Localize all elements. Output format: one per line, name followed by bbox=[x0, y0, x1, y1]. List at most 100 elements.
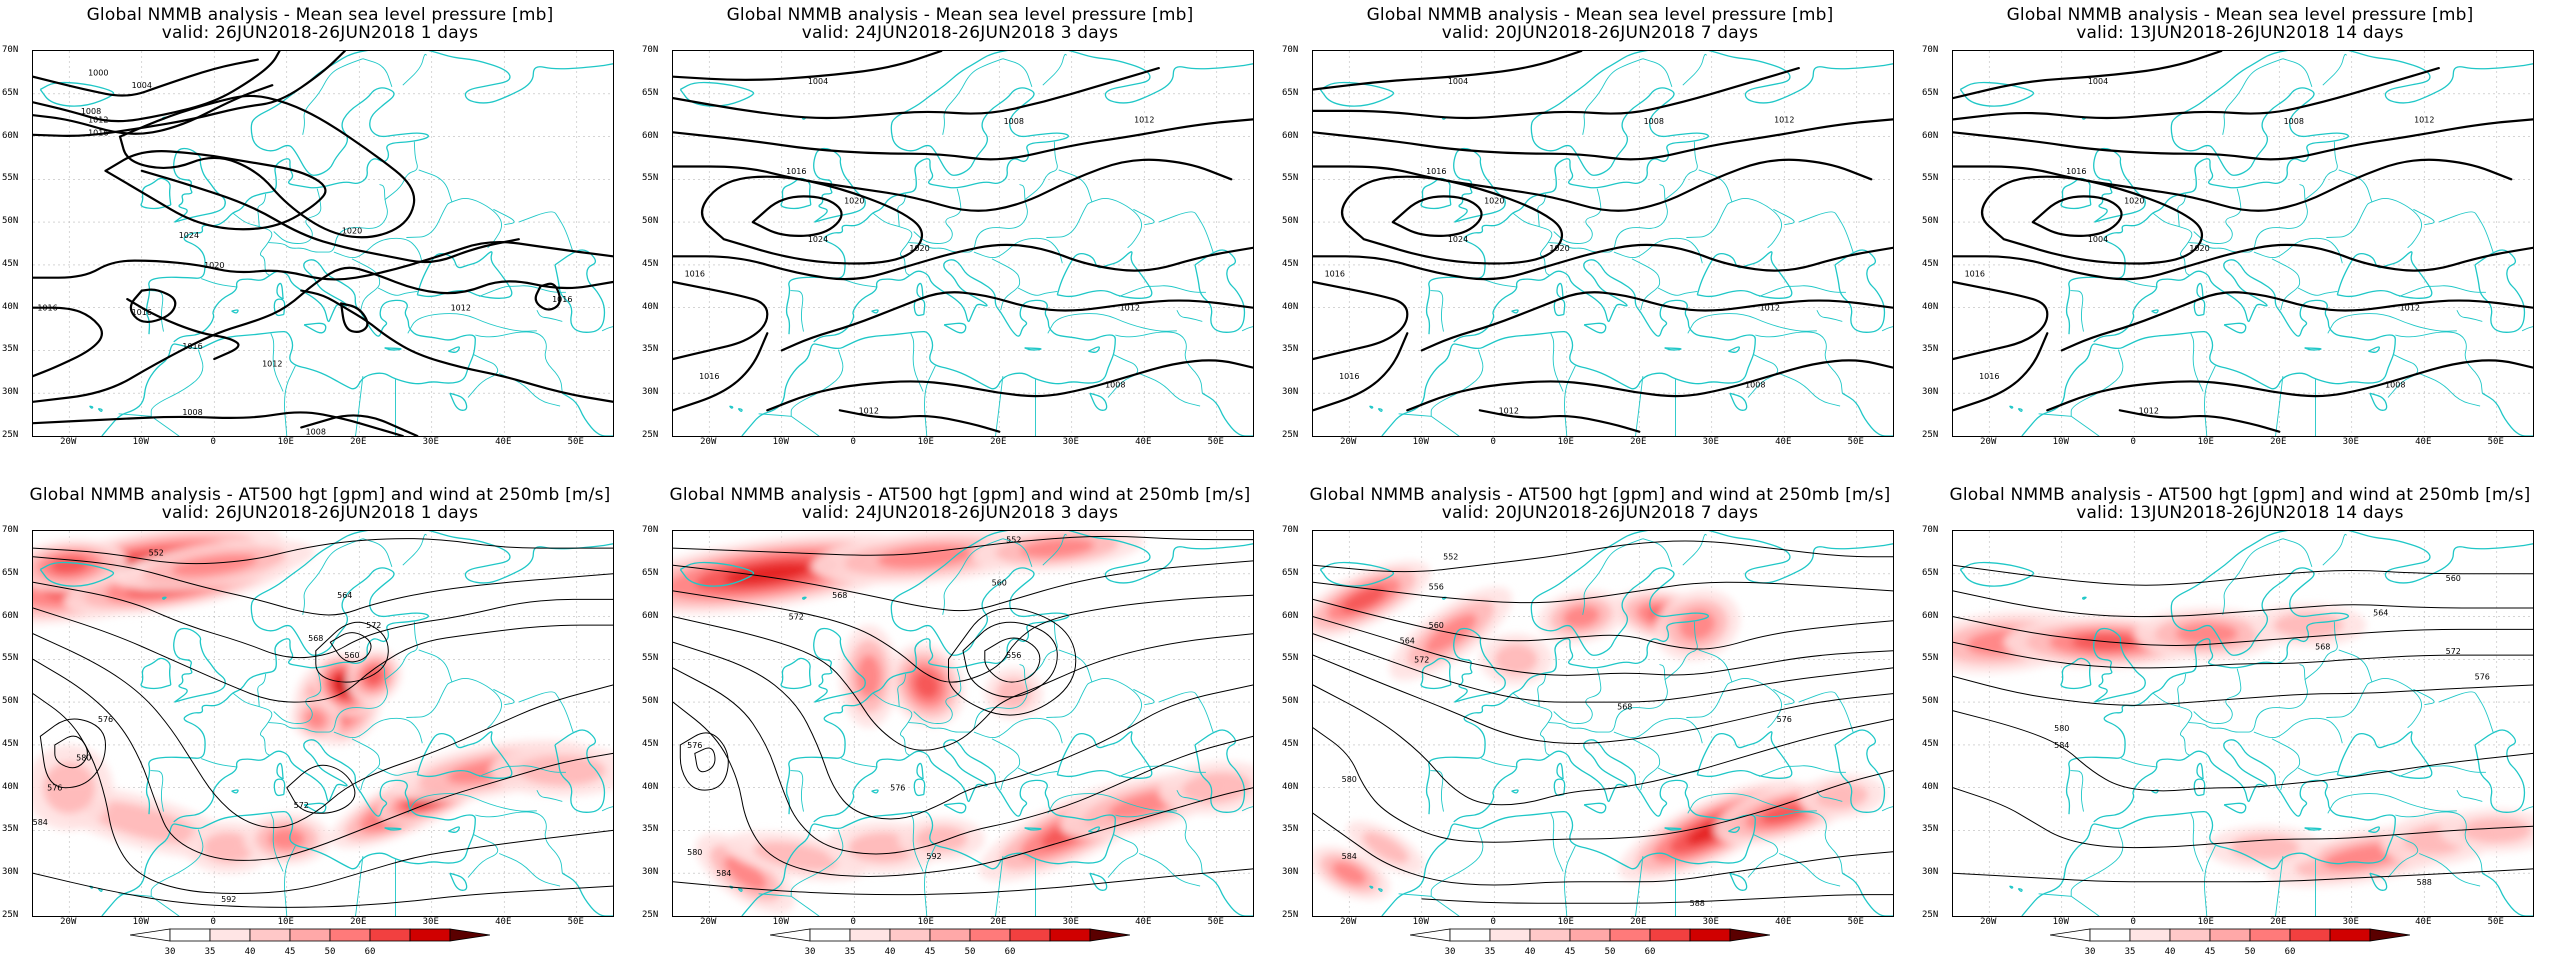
lon-tick-label: 10E bbox=[1557, 437, 1574, 447]
coastline bbox=[871, 789, 879, 794]
isobar bbox=[1953, 243, 2533, 281]
contour-label: 576 bbox=[1777, 715, 1792, 724]
country-border bbox=[475, 331, 563, 394]
country-border bbox=[913, 668, 962, 724]
panel-valid-range: valid: 13JUN2018-26JUN2018 14 days bbox=[2076, 23, 2404, 43]
coastline bbox=[2223, 802, 2247, 814]
lat-tick-label: 30N bbox=[1282, 387, 1299, 398]
country-border bbox=[1107, 354, 1139, 398]
colorbar-tick-label: 60 bbox=[364, 947, 376, 957]
coastline bbox=[97, 407, 103, 412]
lat-tick-label: 60N bbox=[1922, 130, 1939, 141]
lat-tick-label: 35N bbox=[1922, 824, 1939, 835]
colorbar-tick-label: 40 bbox=[884, 947, 896, 957]
country-border bbox=[1631, 738, 1661, 791]
isobars: 1004 1008 1012 1016 1020 1004 1020 1016 1012 1008… bbox=[1953, 51, 2533, 433]
height-contour bbox=[1953, 710, 2533, 792]
lon-tick-label: 30E bbox=[2342, 917, 2359, 927]
lat-tick-label: 30N bbox=[642, 867, 659, 878]
contour-label: 1008 bbox=[2385, 381, 2405, 390]
colorbar-tick-label: 50 bbox=[964, 947, 976, 957]
country-border bbox=[1758, 765, 1846, 777]
coastline bbox=[273, 778, 286, 797]
contour-label: 1004 bbox=[2088, 77, 2108, 86]
lon-tick-label: 10E bbox=[2197, 437, 2214, 447]
panel-title: Global NMMB analysis - Mean sea level pr… bbox=[86, 5, 554, 25]
height-contours: 552 556 560 564 568 572 576 580 584 588 bbox=[1313, 540, 1893, 908]
country-border bbox=[1398, 893, 1432, 897]
country-border bbox=[150, 895, 180, 916]
country-border bbox=[499, 853, 561, 887]
country-border bbox=[2413, 688, 2435, 706]
coastline bbox=[1728, 826, 1740, 833]
contour-label: 584 bbox=[716, 869, 731, 878]
panel-valid-range: valid: 24JUN2018-26JUN2018 3 days bbox=[801, 503, 1119, 523]
lat-tick-label: 55N bbox=[2, 653, 19, 664]
height-contour bbox=[1953, 641, 2533, 669]
jet-isotach bbox=[1760, 802, 1808, 824]
coastline bbox=[1729, 872, 1748, 891]
coastlines bbox=[39, 531, 613, 916]
height-contour bbox=[286, 764, 356, 814]
lat-tick-label: 30N bbox=[1922, 387, 1939, 398]
country-border bbox=[913, 188, 962, 244]
lon-tick-label: 10E bbox=[277, 437, 294, 447]
coastline bbox=[2009, 885, 2014, 889]
country-border bbox=[973, 717, 1063, 744]
panel-mslp-7: Global NMMB analysis - Mean sea level pr… bbox=[1280, 0, 1920, 480]
country-border bbox=[2419, 373, 2481, 407]
country-border bbox=[2152, 692, 2193, 756]
country-border bbox=[1537, 673, 1547, 707]
colorbar-tick-label: 50 bbox=[324, 947, 336, 957]
isobar bbox=[673, 118, 1253, 161]
country-border bbox=[270, 333, 284, 392]
panel-title: Global NMMB analysis - Mean sea level pr… bbox=[2006, 5, 2474, 25]
lat-tick-label: 50N bbox=[2, 216, 19, 227]
colorbar-swatch bbox=[2329, 928, 2371, 942]
height-contour bbox=[673, 641, 1253, 820]
contour-label: 580 bbox=[687, 848, 702, 857]
colorbar-tick-label: 50 bbox=[1604, 947, 1616, 957]
country-border bbox=[362, 58, 393, 88]
isobar bbox=[1313, 280, 1409, 361]
lat-tick-label: 65N bbox=[1282, 567, 1299, 578]
country-border bbox=[2338, 169, 2373, 203]
isobar bbox=[2118, 409, 2281, 433]
lat-tick-label: 40N bbox=[1922, 781, 1939, 792]
country-border bbox=[1635, 856, 1644, 916]
lon-tick-label: 30E bbox=[2342, 437, 2359, 447]
contour-label: 1016 bbox=[37, 304, 57, 313]
coastline bbox=[1834, 249, 1886, 333]
country-border bbox=[1798, 691, 1854, 733]
country-border bbox=[1046, 678, 1142, 729]
country-border bbox=[351, 258, 381, 311]
country-border bbox=[1158, 691, 1214, 733]
coastline bbox=[1377, 407, 1383, 412]
contour-label: 1016 bbox=[1426, 167, 1446, 176]
height-contour bbox=[1953, 616, 2533, 646]
coastline bbox=[554, 249, 606, 333]
country-border bbox=[406, 198, 502, 249]
lat-tick-label: 35N bbox=[1922, 344, 1939, 355]
coastline bbox=[303, 802, 327, 814]
coastline bbox=[2304, 827, 2322, 831]
country-border bbox=[150, 290, 164, 332]
contour-label: 576 bbox=[47, 784, 62, 793]
isobar bbox=[1980, 175, 2204, 265]
panel-valid-range: valid: 13JUN2018-26JUN2018 14 days bbox=[2076, 503, 2404, 523]
lon-tick-label: 40E bbox=[1775, 437, 1792, 447]
isobar bbox=[1478, 409, 1641, 433]
isobar bbox=[1406, 359, 1893, 412]
isobar bbox=[751, 195, 843, 237]
country-border bbox=[257, 673, 267, 707]
coastline bbox=[1089, 392, 1108, 411]
coastline bbox=[813, 627, 866, 703]
height-contour bbox=[1313, 581, 1893, 604]
height-contour bbox=[673, 535, 1253, 556]
height-contours: 560 564 568 572 576 580 584 588 bbox=[1953, 564, 2533, 887]
jet-isotach bbox=[1562, 605, 1600, 628]
height-contour bbox=[54, 735, 88, 769]
lat-tick-label: 35N bbox=[2, 344, 19, 355]
jet-isotach bbox=[1362, 831, 1409, 864]
lat-tick-label: 50N bbox=[642, 696, 659, 707]
